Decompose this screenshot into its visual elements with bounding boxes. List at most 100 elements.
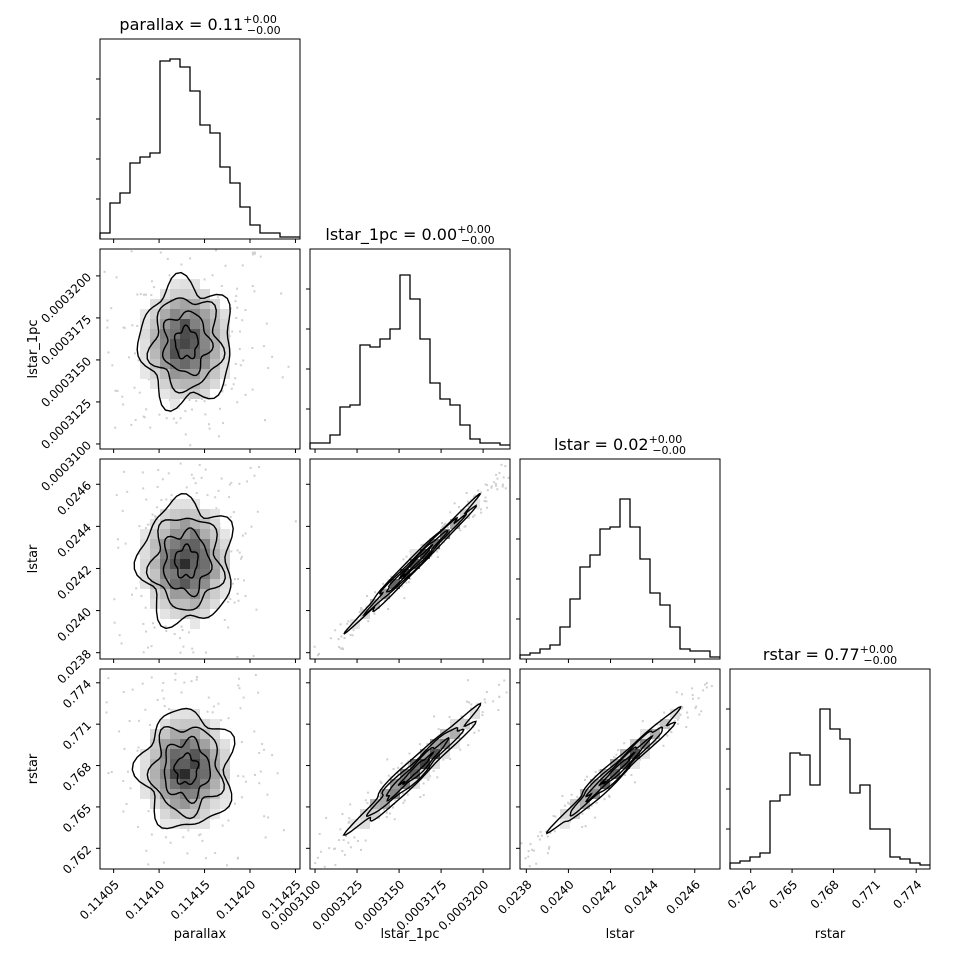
sample-point: [175, 421, 178, 424]
sample-point: [159, 251, 162, 254]
sample-point: [161, 478, 164, 481]
contour-level: [173, 752, 200, 786]
panel-frame: [309, 458, 511, 660]
sample-point: [142, 487, 145, 490]
sample-point: [233, 802, 236, 805]
density-cell: [430, 749, 440, 759]
density-cell: [170, 529, 180, 539]
sample-point: [106, 319, 109, 322]
sample-point: [681, 706, 684, 709]
density-cell: [190, 509, 200, 519]
density-cell: [190, 539, 200, 549]
density-cell: [600, 769, 610, 779]
sample-point: [403, 597, 406, 600]
sample-point: [127, 356, 130, 359]
sample-point: [246, 480, 249, 483]
y-axis-label-rstar: rstar: [26, 753, 41, 784]
density-cell: [210, 349, 220, 359]
sample-point: [422, 543, 425, 546]
density-cell: [140, 789, 150, 799]
density-cell: [380, 789, 390, 799]
sample-point: [266, 793, 269, 796]
sample-point: [347, 841, 350, 844]
sample-point: [485, 691, 488, 694]
sample-point: [212, 705, 215, 708]
sample-point: [271, 754, 274, 757]
density-cell: [200, 299, 210, 309]
sample-point: [426, 742, 429, 745]
density-cell: [150, 319, 160, 329]
sample-point: [527, 850, 530, 853]
sample-point: [110, 307, 113, 310]
sample-point: [390, 575, 393, 578]
density-cell: [180, 709, 190, 719]
density-cell: [210, 729, 220, 739]
sample-point: [122, 403, 125, 406]
density-cell: [180, 319, 190, 329]
density-cell: [150, 329, 160, 339]
sample-point: [189, 257, 192, 260]
sample-point: [704, 683, 707, 686]
sample-point: [258, 782, 261, 785]
sample-point: [228, 496, 231, 499]
density-cell: [150, 579, 160, 589]
density-cell: [180, 599, 190, 609]
sample-point: [142, 415, 145, 418]
sample-point: [552, 814, 555, 817]
sample-point: [137, 719, 140, 722]
sample-point: [496, 488, 499, 491]
density-panel-lstar_1pc-lstar: [309, 458, 511, 660]
density-cell: [180, 799, 190, 809]
density-cell: [160, 589, 170, 599]
sample-point: [360, 848, 363, 851]
sample-point: [385, 816, 388, 819]
sample-point: [383, 808, 386, 811]
sample-point: [225, 864, 228, 867]
sample-point: [134, 419, 137, 422]
sample-point: [114, 426, 117, 429]
panel-frame: [99, 458, 301, 660]
density-cell: [170, 579, 180, 589]
sample-point: [532, 849, 535, 852]
density-cell: [150, 559, 160, 569]
sample-point: [241, 534, 244, 537]
sample-point: [141, 682, 144, 685]
density-cell: [170, 299, 180, 309]
sample-point: [471, 508, 474, 511]
density-cell: [160, 309, 170, 319]
sample-point: [422, 782, 425, 785]
density-cell: [150, 359, 160, 369]
sample-point: [172, 417, 175, 420]
density-cell: [160, 319, 170, 329]
sample-point: [675, 691, 678, 694]
sample-point: [207, 423, 210, 426]
sample-point: [338, 839, 341, 842]
density-cell: [190, 809, 200, 819]
sample-point: [459, 529, 462, 532]
sample-point: [265, 322, 268, 325]
sample-point: [239, 557, 242, 560]
density-cell: [150, 599, 160, 609]
density-cell: [160, 599, 170, 609]
density-cell: [180, 379, 190, 389]
density-cell: [170, 599, 180, 609]
sample-point: [244, 594, 247, 597]
density-cell: [170, 589, 180, 599]
sample-point: [352, 628, 355, 631]
density-cell: [140, 549, 150, 559]
density-cell: [140, 339, 150, 349]
sample-point: [234, 362, 237, 365]
density-cell: [220, 309, 230, 319]
sample-point: [229, 598, 232, 601]
density-cell: [370, 809, 380, 819]
sample-point: [244, 393, 247, 396]
sample-point: [471, 515, 474, 518]
sample-point: [168, 274, 171, 277]
sample-point: [142, 293, 145, 296]
sample-point: [546, 835, 549, 838]
sample-point: [252, 253, 255, 256]
sample-point: [138, 525, 141, 528]
sample-point: [441, 526, 444, 529]
contour-level: [385, 736, 450, 802]
density-cell: [390, 579, 400, 589]
